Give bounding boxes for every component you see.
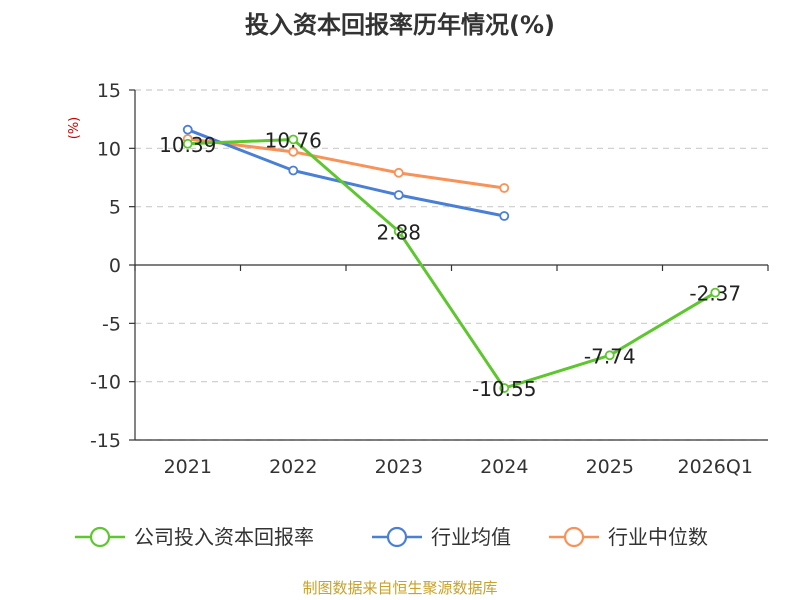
y-tick-label: 15 bbox=[97, 80, 121, 102]
y-tick-label: 0 bbox=[109, 255, 121, 277]
y-tick-label: 10 bbox=[97, 138, 121, 160]
data-point[interactable] bbox=[393, 167, 404, 178]
data-point[interactable] bbox=[604, 350, 615, 361]
legend-label: 行业中位数 bbox=[608, 525, 708, 549]
y-axis-unit-label: (%) bbox=[67, 117, 82, 140]
legend-item[interactable]: 公司投入资本回报率 bbox=[75, 525, 314, 549]
data-point[interactable] bbox=[288, 165, 299, 176]
legend-marker bbox=[89, 526, 111, 548]
x-tick-label: 2024 bbox=[480, 456, 528, 478]
data-point[interactable] bbox=[288, 134, 299, 145]
data-point[interactable] bbox=[710, 287, 721, 298]
data-label: 10.39 bbox=[159, 133, 216, 157]
y-tick-label: -15 bbox=[90, 430, 121, 452]
data-label: 10.76 bbox=[265, 128, 322, 152]
x-tick-label: 2025 bbox=[586, 456, 634, 478]
x-tick-label: 2026Q1 bbox=[678, 456, 753, 478]
series-lines bbox=[182, 124, 721, 393]
data-point[interactable] bbox=[393, 226, 404, 237]
data-point[interactable] bbox=[393, 190, 404, 200]
series-line bbox=[187, 128, 505, 218]
data-point[interactable] bbox=[499, 211, 510, 221]
axes: 15 10 5 0 -5 -10 -15 2021 2022 2023 2024 2025 2026Q1 bbox=[90, 80, 769, 478]
legend-item[interactable]: 行业均值 bbox=[372, 525, 511, 549]
legend-label: 行业均值 bbox=[431, 525, 511, 549]
legend-label: 公司投入资本回报率 bbox=[134, 525, 314, 549]
x-tick-label: 2023 bbox=[375, 456, 423, 478]
data-point[interactable] bbox=[499, 183, 510, 193]
data-point[interactable] bbox=[288, 146, 299, 157]
x-tick-label: 2022 bbox=[269, 456, 317, 478]
legend[interactable]: 公司投入资本回报率 行业均值 行业中位数 bbox=[75, 525, 708, 549]
data-label: 2.88 bbox=[376, 220, 421, 244]
data-point[interactable] bbox=[499, 383, 510, 393]
source-note: 制图数据来自恒生聚源数据库 bbox=[302, 579, 497, 597]
data-point[interactable] bbox=[182, 138, 193, 149]
data-label: -2.37 bbox=[689, 282, 741, 306]
legend-marker bbox=[386, 526, 408, 548]
y-tick-label: -5 bbox=[102, 313, 121, 335]
series-line bbox=[187, 137, 717, 390]
y-tick-label: 5 bbox=[109, 197, 121, 219]
y-tick-label: -10 bbox=[90, 372, 121, 394]
data-labels: 10.39 10.76 2.88 -10.55 -7.74 -2.37 bbox=[159, 128, 741, 401]
x-tick-label: 2021 bbox=[164, 456, 212, 478]
legend-marker bbox=[563, 526, 585, 548]
legend-item[interactable]: 行业中位数 bbox=[549, 525, 708, 549]
data-label: -10.55 bbox=[472, 377, 536, 401]
series-line bbox=[187, 137, 505, 190]
chart-title: 投入资本回报率历年情况(%) bbox=[245, 11, 555, 39]
data-label: -7.74 bbox=[584, 344, 636, 368]
data-point[interactable] bbox=[182, 124, 193, 135]
